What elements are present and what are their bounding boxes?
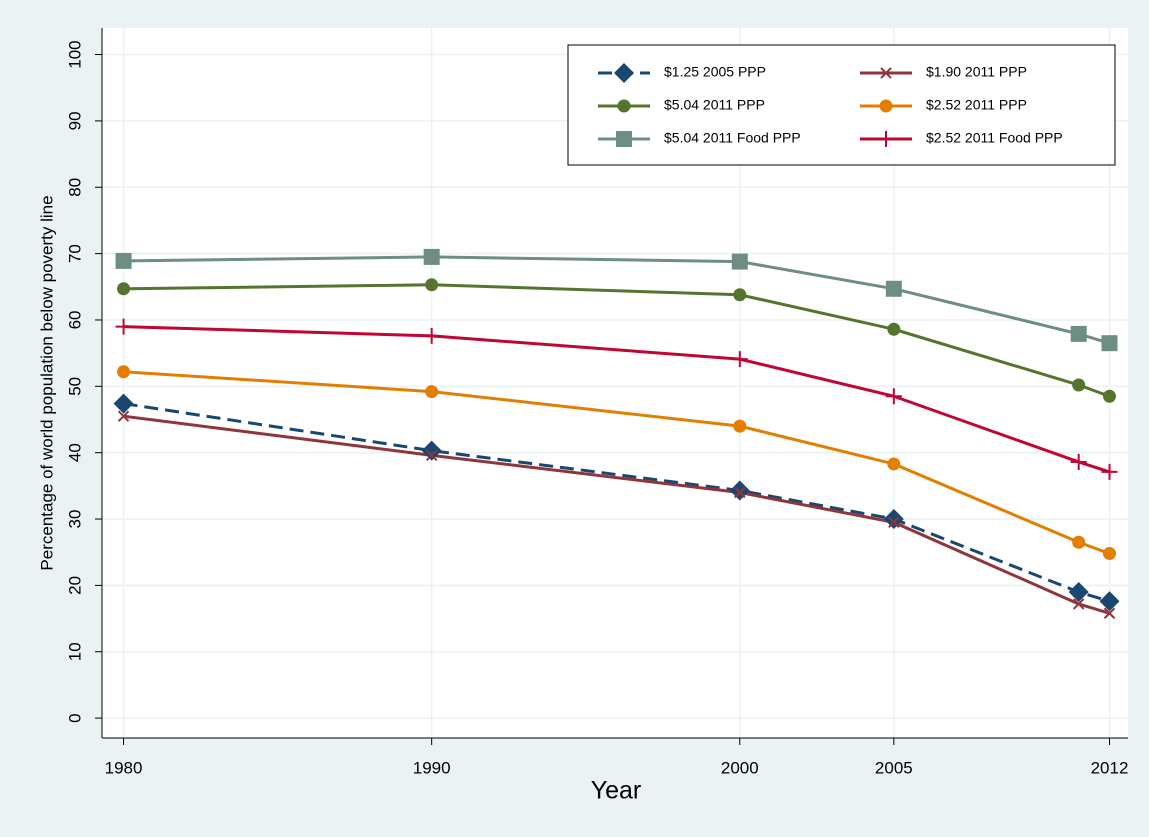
legend-label: $1.90 2011 PPP bbox=[926, 64, 1027, 80]
marker bbox=[880, 67, 892, 79]
marker bbox=[113, 393, 134, 414]
marker bbox=[425, 278, 439, 292]
x-tick-label: 2005 bbox=[875, 758, 913, 777]
marker bbox=[888, 516, 900, 529]
marker bbox=[423, 248, 440, 265]
legend-label: $5.04 2011 PPP bbox=[664, 97, 765, 113]
marker bbox=[885, 388, 902, 405]
marker bbox=[733, 288, 747, 302]
marker bbox=[1103, 607, 1116, 619]
marker bbox=[1070, 325, 1087, 342]
marker bbox=[617, 99, 631, 113]
marker bbox=[1101, 335, 1118, 352]
y-tick-label: 30 bbox=[65, 510, 84, 529]
marker bbox=[883, 509, 904, 530]
y-tick-label: 50 bbox=[65, 377, 84, 396]
legend-label: $2.52 2011 PPP bbox=[926, 97, 1027, 113]
marker bbox=[734, 486, 746, 499]
y-tick-label: 20 bbox=[65, 576, 84, 595]
legend-label: $2.52 2011 Food PPP bbox=[926, 130, 1063, 146]
x-tick-label: 2000 bbox=[721, 758, 759, 777]
legend-box bbox=[567, 44, 1116, 166]
legend-label: $5.04 2011 Food PPP bbox=[664, 130, 801, 146]
marker bbox=[425, 449, 438, 462]
marker bbox=[614, 63, 634, 83]
marker bbox=[117, 410, 130, 422]
marker bbox=[878, 131, 894, 147]
marker bbox=[1072, 378, 1086, 392]
marker bbox=[887, 457, 901, 471]
y-tick-label: 70 bbox=[65, 244, 84, 263]
marker bbox=[729, 480, 750, 501]
y-tick-label: 100 bbox=[65, 40, 84, 68]
marker bbox=[1101, 463, 1118, 480]
y-axis-label: Percentage of world population below pov… bbox=[37, 195, 56, 570]
marker bbox=[616, 131, 632, 147]
marker bbox=[887, 322, 901, 336]
y-tick-label: 60 bbox=[65, 311, 84, 330]
marker bbox=[1072, 535, 1086, 549]
marker bbox=[117, 365, 131, 379]
series-line bbox=[123, 325, 1110, 474]
y-tick-label: 90 bbox=[65, 111, 84, 130]
series-line bbox=[123, 414, 1110, 615]
marker bbox=[733, 419, 747, 433]
y-tick-label: 80 bbox=[65, 178, 84, 197]
x-tick-label: 1990 bbox=[413, 758, 451, 777]
x-axis-label: Year bbox=[591, 777, 642, 805]
marker bbox=[1099, 591, 1120, 612]
marker bbox=[115, 318, 132, 335]
marker bbox=[1072, 598, 1085, 610]
series-line bbox=[123, 402, 1110, 603]
marker bbox=[885, 280, 902, 297]
marker bbox=[115, 252, 132, 269]
y-tick-label: 40 bbox=[65, 443, 84, 462]
marker bbox=[1103, 547, 1117, 561]
marker bbox=[731, 351, 748, 368]
marker bbox=[879, 99, 893, 113]
x-tick-label: 1980 bbox=[105, 758, 143, 777]
marker bbox=[1103, 389, 1117, 403]
y-tick-label: 10 bbox=[65, 642, 84, 661]
marker bbox=[421, 440, 442, 461]
x-tick-label: 2012 bbox=[1091, 758, 1129, 777]
y-tick-label: 0 bbox=[65, 713, 84, 722]
marker bbox=[425, 385, 439, 399]
marker bbox=[1068, 582, 1089, 603]
marker bbox=[731, 253, 748, 270]
marker bbox=[423, 327, 440, 344]
marker bbox=[117, 282, 131, 296]
legend-label: $1.25 2005 PPP bbox=[664, 64, 766, 80]
marker bbox=[1070, 453, 1087, 470]
